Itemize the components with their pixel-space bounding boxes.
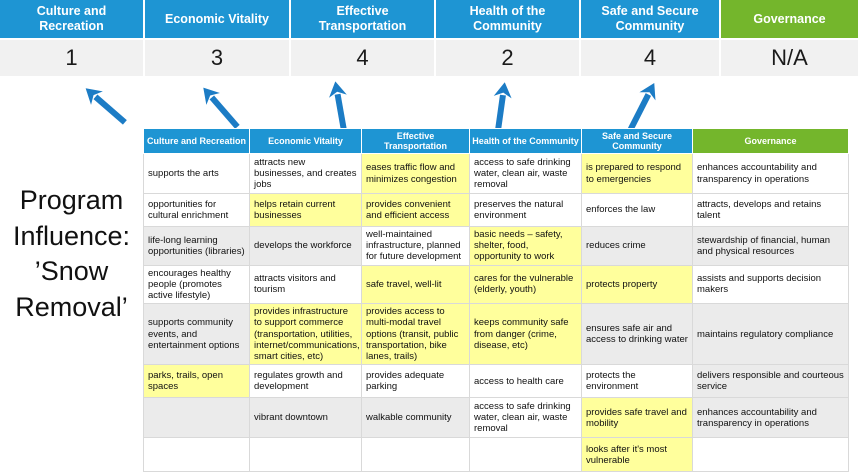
matrix-cell: [469, 437, 582, 472]
matrix-cell: access to safe drinking water, clean air…: [469, 397, 582, 439]
matrix-cell: ensures safe air and access to drinking …: [581, 303, 693, 366]
matrix-cell: looks after it's most vulnerable: [581, 437, 693, 472]
matrix-cell: attracts new businesses, and creates job…: [249, 153, 362, 194]
matrix-cell: opportunities for cultural enrichment: [143, 193, 250, 227]
matrix-row: supports the arts attracts new businesse…: [143, 153, 849, 194]
matrix-cell: [361, 437, 470, 472]
matrix-column-header: Safe and Secure Community: [581, 128, 693, 154]
summary-category-label: Health of the Community: [436, 0, 579, 38]
matrix-row: opportunities for cultural enrichment he…: [143, 193, 849, 227]
matrix-cell: provides infrastructure to support comme…: [249, 303, 362, 366]
matrix-cell: enhances accountability and transparency…: [692, 397, 849, 439]
summary-category-label: Effective Transportation: [291, 0, 434, 38]
summary-category-label: Governance: [721, 0, 858, 38]
matrix-row: encourages healthy people (promotes acti…: [143, 264, 849, 305]
matrix-cell: [143, 437, 250, 472]
summary-score: 4: [581, 40, 719, 76]
matrix-cell: cares for the vulnerable (elderly, youth…: [469, 264, 582, 305]
mapping-arrow-icon: [493, 82, 512, 135]
matrix-cell: supports the arts: [143, 153, 250, 194]
matrix-header-row: Culture and Recreation Economic Vitality…: [143, 128, 849, 154]
matrix-cell: provides safe travel and mobility: [581, 397, 693, 439]
matrix-cell: access to health care: [469, 364, 582, 399]
matrix-cell: enforces the law: [581, 193, 693, 227]
summary-category-label: Economic Vitality: [145, 0, 289, 38]
matrix-row: parks, trails, open spaces regulates gro…: [143, 364, 849, 399]
summary-score: 3: [145, 40, 289, 76]
matrix-cell: delivers responsible and courteous servi…: [692, 364, 849, 399]
matrix-column-header: Economic Vitality: [249, 128, 362, 154]
matrix-cell: supports community events, and entertain…: [143, 303, 250, 366]
matrix-cell: assists and supports decision makers: [692, 264, 849, 305]
matrix-cell: well-maintained infrastructure, planned …: [361, 226, 470, 266]
program-title: Program Influence: ’Snow Removal’: [12, 185, 131, 322]
matrix-cell: attracts, develops and retains talent: [692, 193, 849, 227]
mapping-arrow-icon: [329, 81, 348, 134]
summary-category-label: Culture and Recreation: [0, 0, 143, 38]
matrix-cell: [143, 397, 250, 439]
matrix-cell: walkable community: [361, 397, 470, 439]
matrix-cell: enhances accountability and transparency…: [692, 153, 849, 194]
matrix-column-header: Health of the Community: [469, 128, 582, 154]
matrix-row: looks after it's most vulnerable: [143, 437, 849, 472]
outcomes-matrix-table: Culture and Recreation Economic Vitality…: [143, 128, 849, 472]
mapping-arrow-icon: [203, 87, 240, 129]
matrix-cell: eases traffic flow and minimizes congest…: [361, 153, 470, 194]
matrix-cell: access to safe drinking water, clean air…: [469, 153, 582, 194]
matrix-cell: helps retain current businesses: [249, 193, 362, 227]
matrix-cell: life-long learning opportunities (librar…: [143, 226, 250, 266]
matrix-cell: protects property: [581, 264, 693, 305]
matrix-row: vibrant downtown walkable community acce…: [143, 397, 849, 439]
matrix-column-header: Effective Transportation: [361, 128, 470, 154]
matrix-cell: provides convenient and efficient access: [361, 193, 470, 227]
matrix-cell: keeps community safe from danger (crime,…: [469, 303, 582, 366]
summary-score: 1: [0, 40, 143, 76]
matrix-cell: protects the environment: [581, 364, 693, 399]
matrix-cell: maintains regulatory compliance: [692, 303, 849, 366]
matrix-column-header: Culture and Recreation: [143, 128, 250, 154]
matrix-cell: [249, 437, 362, 472]
mapping-arrow-icon: [85, 88, 127, 125]
matrix-cell: [692, 437, 849, 472]
matrix-cell: attracts visitors and tourism: [249, 264, 362, 305]
matrix-cell: is prepared to respond to emergencies: [581, 153, 693, 194]
matrix-row: supports community events, and entertain…: [143, 303, 849, 366]
summary-score: N/A: [721, 40, 858, 76]
matrix-cell: parks, trails, open spaces: [143, 364, 250, 399]
matrix-cell: encourages healthy people (promotes acti…: [143, 264, 250, 305]
summary-category-label: Safe and Secure Community: [581, 0, 719, 38]
matrix-cell: regulates growth and development: [249, 364, 362, 399]
matrix-cell: vibrant downtown: [249, 397, 362, 439]
matrix-row: life-long learning opportunities (librar…: [143, 226, 849, 266]
summary-score: 2: [436, 40, 579, 76]
matrix-cell: reduces crime: [581, 226, 693, 266]
matrix-cell: stewardship of financial, human and phys…: [692, 226, 849, 266]
matrix-cell: provides access to multi-modal travel op…: [361, 303, 470, 366]
matrix-cell: provides adequate parking: [361, 364, 470, 399]
matrix-cell: develops the workforce: [249, 226, 362, 266]
matrix-cell: basic needs – safety, shelter, food, opp…: [469, 226, 582, 266]
matrix-column-header: Governance: [692, 128, 849, 154]
summary-strip: Culture and Recreation Economic Vitality…: [0, 0, 858, 76]
matrix-cell: safe travel, well-lit: [361, 264, 470, 305]
mapping-arrow-icon: [627, 82, 656, 131]
summary-score: 4: [291, 40, 434, 76]
matrix-cell: preserves the natural environment: [469, 193, 582, 227]
